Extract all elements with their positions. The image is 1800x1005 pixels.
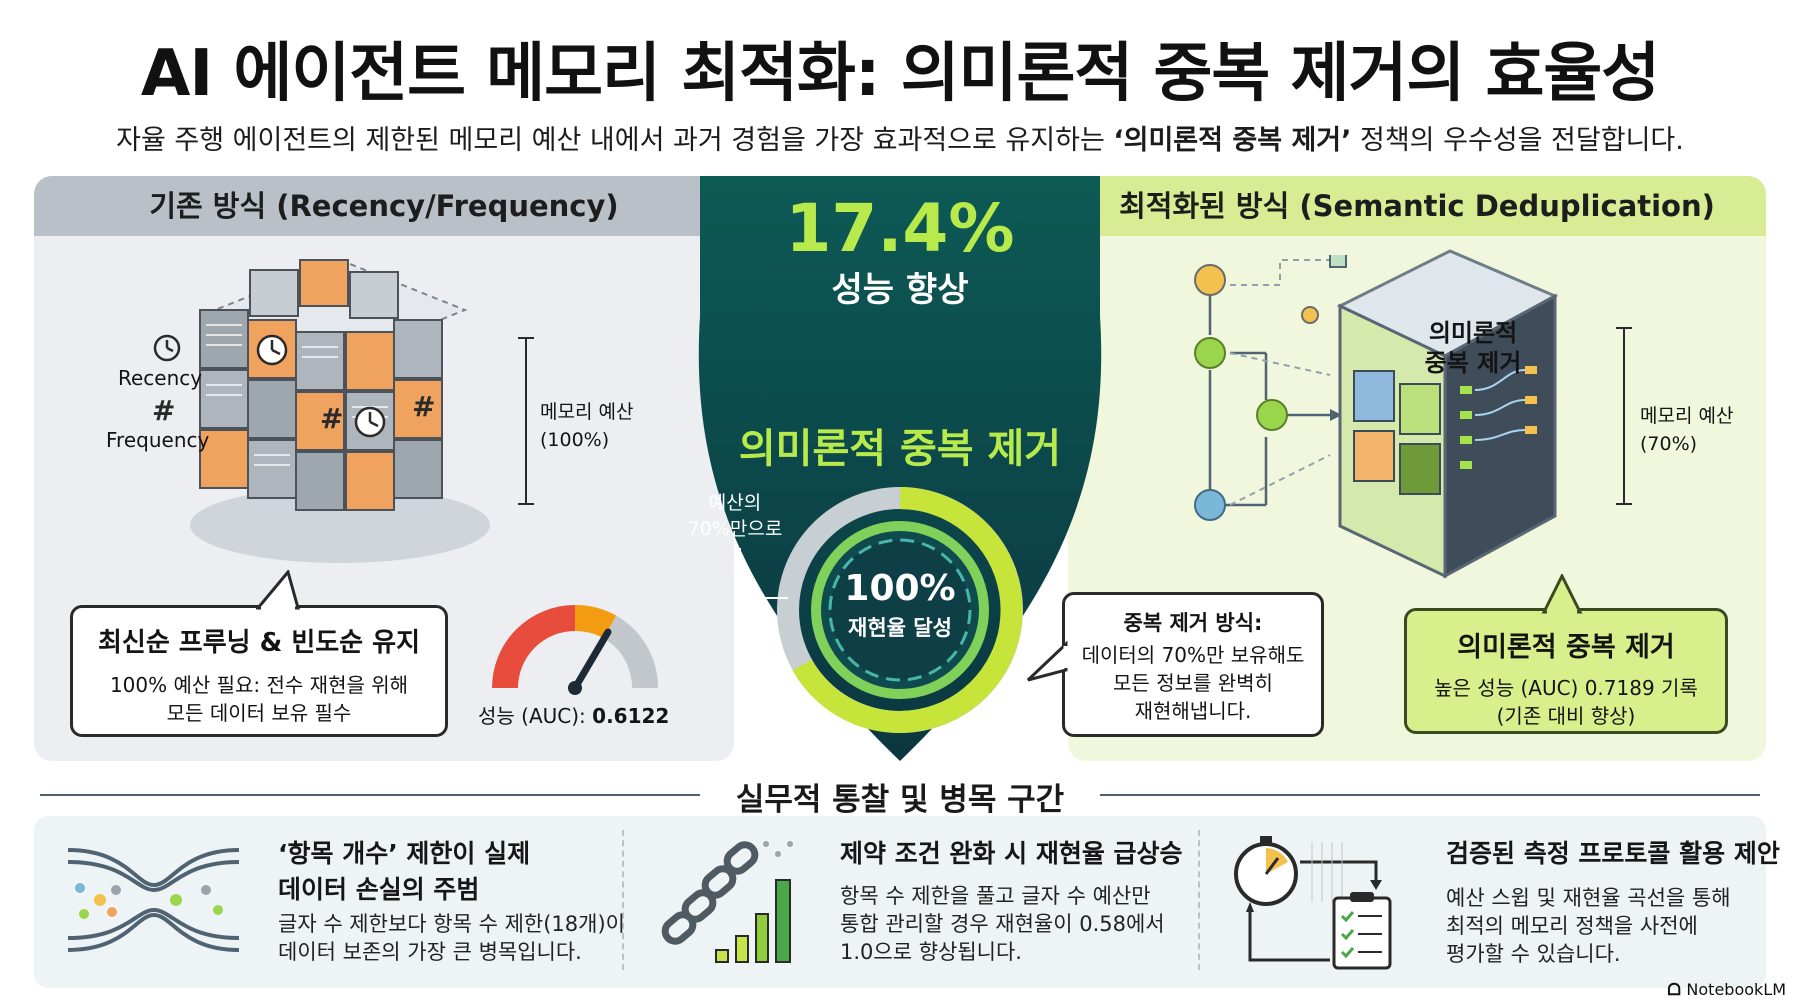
section-divider-right	[1100, 794, 1760, 796]
insight-2-title: 제약 조건 완화 시 재현율 급상승	[840, 839, 1183, 868]
legacy-budget-label-line1: 메모리 예산	[540, 401, 634, 423]
insight-1-title: ‘항목 개수’ 제한이 실제 데이터 손실의 주범	[278, 836, 530, 908]
legacy-method-header: 기존 방식 (Recency/Frequency)	[34, 176, 734, 236]
dedup-callout-pointer	[1026, 640, 1068, 682]
optimized-callout-line1: 높은 성능 (AUC) 0.7189 기록	[1434, 676, 1698, 700]
insight-2-body: 항목 수 제한을 풀고 글자 수 예산만 통합 관리할 경우 재현율이 0.58…	[840, 882, 1165, 966]
dedup-callout-line1: 데이터의 70%만 보유해도	[1081, 643, 1305, 667]
optimized-budget-label: 메모리 예산 (70%)	[1640, 402, 1733, 458]
broken-chain-bar-icon	[661, 841, 793, 963]
insight-1-title-line1: ‘항목 개수’ 제한이 실제	[278, 839, 531, 868]
footer-brand-label: NotebookLM	[1686, 980, 1786, 999]
insight-divider-1	[622, 830, 624, 970]
stopwatch-checklist-icon	[1234, 836, 1392, 970]
legacy-auc: 성능 (AUC): 0.6122	[478, 700, 669, 729]
recall-ring-chart	[777, 487, 1023, 733]
auc-gauge-icon	[492, 605, 659, 695]
cube-label-line1: 의미론적	[1428, 319, 1518, 347]
legacy-callout: 최신순 프루닝 & 빈도순 유지 100% 예산 필요: 전수 재현을 위해 모…	[70, 605, 448, 737]
budget-bracket-left	[518, 337, 534, 505]
legacy-auc-value: 0.6122	[592, 704, 670, 728]
insight-3-body-line2: 최적의 메모리 정책을 사전에	[1446, 914, 1698, 938]
cube-label-line2: 중복 제거	[1424, 349, 1522, 377]
legacy-callout-pointer	[256, 570, 300, 610]
optimized-callout-pointer	[1541, 574, 1583, 614]
insight-1-title-line2: 데이터 손실의 주범	[278, 875, 480, 904]
legacy-callout-line2: 모든 데이터 보유 필수	[166, 701, 352, 725]
semantic-node-graph-illustration	[1194, 255, 1347, 521]
insight-1-body: 글자 수 제한보다 항목 수 제한(18개)이 데이터 보존의 가장 큰 병목입…	[278, 910, 625, 966]
improvement-label: 성능 향상	[831, 270, 969, 310]
budget-note-line1: 예산의	[708, 492, 762, 514]
insights-panel	[34, 816, 1766, 988]
optimized-callout-line2: (기존 대비 향상)	[1496, 704, 1636, 728]
insight-3-body-line3: 평가할 수 있습니다.	[1446, 942, 1621, 966]
footer-brand: ᗝ NotebookLM	[1668, 980, 1786, 1000]
budget-note: 예산의 70%만으로	[680, 490, 790, 542]
optimized-callout: 의미론적 중복 제거 높은 성능 (AUC) 0.7189 기록 (기존 대비 …	[1404, 608, 1728, 734]
frequency-label: Frequency	[106, 428, 210, 452]
optimized-callout-title: 의미론적 중복 제거	[1457, 632, 1675, 663]
hash-icon: #	[152, 394, 176, 427]
dedup-callout-title: 중복 제거 방식:	[1123, 611, 1263, 635]
clock-icon	[153, 334, 181, 362]
insight-1-body-line1: 글자 수 제한보다 항목 수 제한(18개)이	[278, 912, 625, 936]
improvement-value: 17.4%	[785, 190, 1015, 267]
legacy-budget-label: 메모리 예산 (100%)	[540, 398, 633, 454]
dedup-cube-illustration	[1336, 249, 1559, 579]
insight-3-title: 검증된 측정 프로토콜 활용 제안	[1446, 839, 1780, 868]
budget-note-connector	[739, 548, 788, 599]
svg-text:#: #	[412, 390, 435, 423]
insight-divider-2	[1198, 830, 1200, 970]
budget-note-line2: 70%만으로	[687, 518, 783, 540]
insight-2-body-line3: 1.0으로 향상됩니다.	[840, 940, 1022, 964]
ring-value: 100%	[844, 568, 956, 609]
insight-1-body-line2: 데이터 보존의 가장 큰 병목입니다.	[278, 940, 582, 964]
cube-label: 의미론적 중복 제거	[1408, 318, 1538, 378]
recency-label: Recency	[118, 366, 203, 390]
insight-2-body-line2: 통합 관리할 경우 재현율이 0.58에서	[840, 912, 1165, 936]
svg-text:#: #	[320, 402, 343, 435]
optimized-budget-label-line2: (70%)	[1640, 433, 1698, 455]
legacy-auc-label: 성능 (AUC):	[478, 704, 593, 728]
insight-3-body-line1: 예산 스윕 및 재현율 곡선을 통해	[1446, 886, 1731, 910]
budget-bracket-right	[1616, 327, 1632, 505]
subtitle-text-before: 자율 주행 에이전트의 제한된 메모리 예산 내에서 과거 경험을 가장 효과적…	[116, 125, 1114, 156]
dedup-callout: 중복 제거 방식: 데이터의 70%만 보유해도 모든 정보를 완벽히 재현해냅…	[1062, 592, 1324, 737]
dedup-callout-line3: 재현해냅니다.	[1134, 699, 1252, 723]
insights-section-title: 실무적 통찰 및 병목 구간	[735, 782, 1065, 818]
legacy-memory-cube-illustration: # #	[190, 258, 490, 563]
bottleneck-flow-icon	[67, 848, 240, 952]
method-title: 의미론적 중복 제거	[738, 426, 1062, 472]
insight-2-body-line1: 항목 수 제한을 풀고 글자 수 예산만	[840, 884, 1151, 908]
optimized-method-header: 최적화된 방식 (Semantic Deduplication)	[1068, 176, 1766, 236]
page-title: AI 에이전트 메모리 최적화: 의미론적 중복 제거의 효율성	[140, 37, 1660, 111]
legacy-callout-title: 최신순 프루닝 & 빈도순 유지	[97, 628, 420, 658]
legacy-callout-line1: 100% 예산 필요: 전수 재현을 위해	[109, 673, 409, 697]
legacy-budget-label-line2: (100%)	[540, 429, 610, 451]
section-divider-left	[40, 794, 700, 796]
subtitle-text-after: 정책의 우수성을 전달합니다.	[1351, 125, 1684, 156]
dedup-callout-line2: 모든 정보를 완벽히	[1113, 671, 1273, 695]
ring-label: 재현율 달성	[848, 616, 952, 640]
subtitle-highlight: ‘의미론적 중복 제거’	[1113, 125, 1352, 156]
insight-3-body: 예산 스윕 및 재현율 곡선을 통해 최적의 메모리 정책을 사전에 평가할 수…	[1446, 884, 1731, 968]
notebooklm-logo-icon: ᗝ	[1667, 980, 1687, 999]
optimized-budget-label-line1: 메모리 예산	[1640, 405, 1734, 427]
page-subtitle: 자율 주행 에이전트의 제한된 메모리 예산 내에서 과거 경험을 가장 효과적…	[0, 118, 1800, 157]
